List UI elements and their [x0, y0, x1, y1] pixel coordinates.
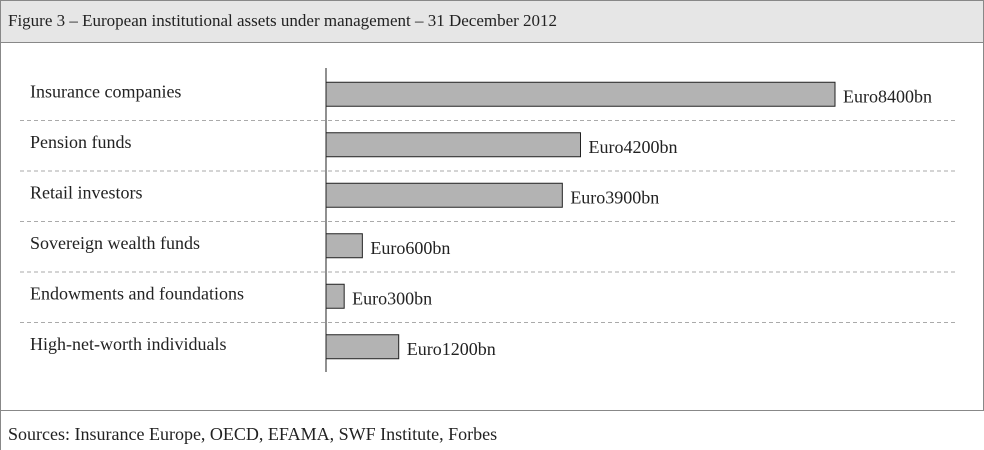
category-label: High-net-worth individuals	[30, 334, 226, 354]
value-label: Euro3900bn	[570, 187, 659, 207]
bar	[325, 283, 345, 309]
bar	[325, 132, 581, 158]
bar	[325, 182, 563, 208]
source-note: Sources: Insurance Europe, OECD, EFAMA, …	[8, 424, 497, 444]
category-label: Sovereign wealth funds	[30, 233, 200, 253]
value-label: Euro4200bn	[589, 137, 678, 157]
value-label: Euro8400bn	[843, 86, 932, 106]
chart-title: Figure 3 – European institutional assets…	[8, 11, 557, 30]
category-label: Insurance companies	[30, 81, 181, 101]
title-band	[0, 0, 984, 43]
value-label: Euro1200bn	[407, 339, 496, 359]
category-label: Endowments and foundations	[30, 283, 244, 303]
category-label: Pension funds	[30, 132, 132, 152]
bar	[325, 81, 836, 107]
bar	[325, 233, 363, 259]
value-label: Euro300bn	[352, 288, 432, 308]
bar	[325, 334, 400, 360]
value-label: Euro600bn	[370, 238, 450, 258]
category-label: Retail investors	[30, 182, 142, 202]
